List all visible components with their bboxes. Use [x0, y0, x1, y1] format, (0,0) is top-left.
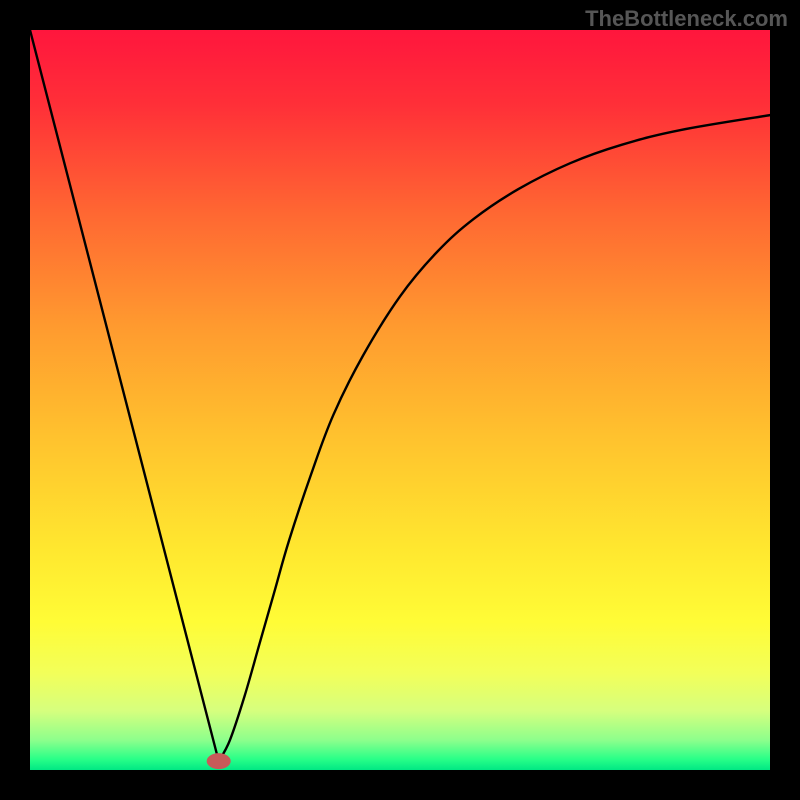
chart-frame: TheBottleneck.com [0, 0, 800, 800]
minimum-marker-layer [30, 30, 770, 770]
plot-area [30, 30, 770, 770]
watermark-text: TheBottleneck.com [585, 6, 788, 32]
minimum-marker [207, 753, 231, 769]
